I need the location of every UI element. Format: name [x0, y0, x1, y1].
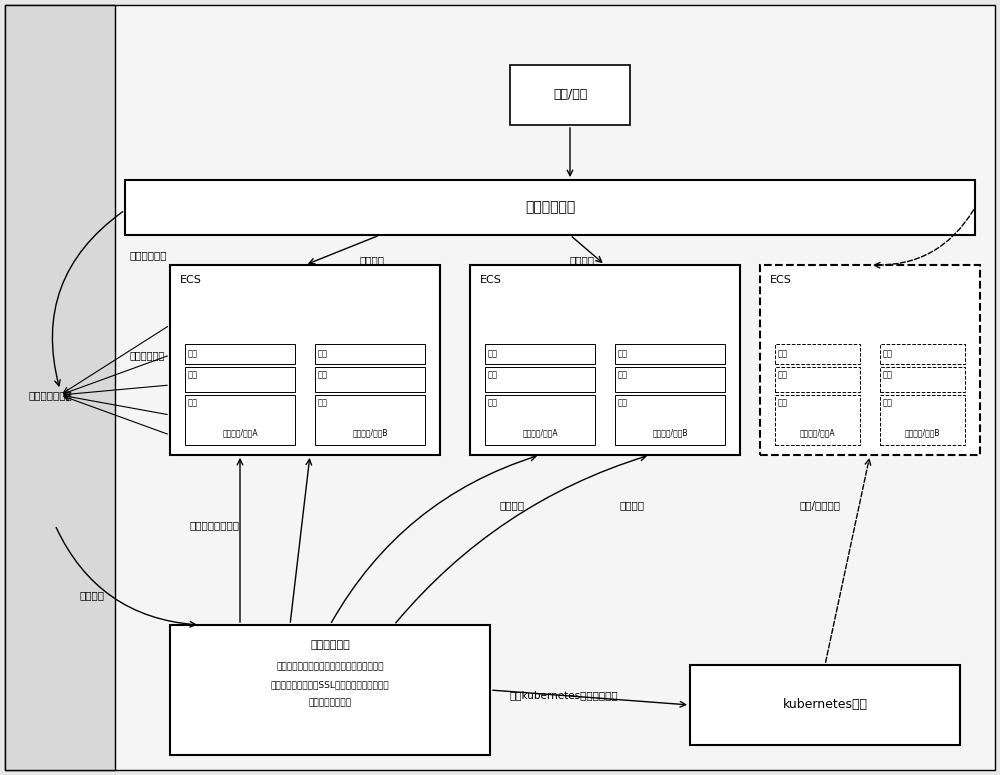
Text: 容器: 容器 — [883, 370, 893, 380]
Text: 收集访问日志: 收集访问日志 — [130, 250, 168, 260]
Bar — [485, 395, 595, 445]
Text: 容器: 容器 — [778, 350, 788, 359]
Text: 内部管理系统: 内部管理系统 — [310, 640, 350, 650]
Bar — [510, 65, 630, 125]
Bar — [760, 265, 980, 455]
Text: 程序程序/产品B: 程序程序/产品B — [652, 429, 688, 438]
Bar — [880, 395, 965, 445]
Text: 容器: 容器 — [618, 398, 628, 408]
Bar — [880, 344, 965, 364]
Bar — [315, 367, 425, 392]
Bar — [125, 180, 975, 235]
Text: 流量分发: 流量分发 — [570, 255, 595, 265]
Text: 可视化日志展示等: 可视化日志展示等 — [308, 698, 352, 708]
Bar — [615, 367, 725, 392]
Bar — [185, 344, 295, 364]
Bar — [185, 395, 295, 445]
Text: 容器: 容器 — [883, 398, 893, 408]
Text: 用户/流量: 用户/流量 — [553, 88, 587, 102]
Text: 程序程序/产品A: 程序程序/产品A — [222, 429, 258, 438]
Text: 容器: 容器 — [318, 370, 328, 380]
Text: 程序程序/产品B: 程序程序/产品B — [352, 429, 388, 438]
Text: 容器: 容器 — [488, 370, 498, 380]
Text: 容器: 容器 — [488, 350, 498, 359]
Text: ECS: ECS — [180, 275, 202, 285]
Text: 容器: 容器 — [188, 350, 198, 359]
Text: 容器: 容器 — [318, 398, 328, 408]
Bar — [315, 344, 425, 364]
Bar — [5, 5, 115, 770]
Bar — [880, 367, 965, 392]
Text: 通过kubernetes进行运维管理: 通过kubernetes进行运维管理 — [510, 690, 619, 700]
Text: 容器: 容器 — [318, 350, 328, 359]
Text: 容器: 容器 — [488, 398, 498, 408]
Text: 阿里云日志服务: 阿里云日志服务 — [28, 390, 72, 400]
Text: 自动化脚本创建租户实例、管理租户采购的基: 自动化脚本创建租户实例、管理租户采购的基 — [276, 663, 384, 671]
Text: 础设施和配置信息、SSL证书配置、域名绑定、: 础设施和配置信息、SSL证书配置、域名绑定、 — [271, 680, 389, 690]
Text: 容器: 容器 — [618, 350, 628, 359]
Bar — [775, 367, 860, 392]
Text: 分析日志: 分析日志 — [80, 590, 105, 600]
Bar — [615, 395, 725, 445]
Text: 容器: 容器 — [618, 370, 628, 380]
Bar — [485, 367, 595, 392]
Text: kubernetes系统: kubernetes系统 — [782, 698, 868, 711]
Text: 调度容器: 调度容器 — [620, 500, 645, 510]
Text: 容器: 容器 — [778, 398, 788, 408]
Bar — [615, 344, 725, 364]
Bar — [470, 265, 740, 455]
Bar — [170, 625, 490, 755]
Bar — [315, 395, 425, 445]
Text: ECS: ECS — [770, 275, 792, 285]
Text: 收集程序日志: 收集程序日志 — [130, 350, 165, 360]
Text: 扩容/缩容节点: 扩容/缩容节点 — [800, 500, 841, 510]
Bar — [170, 265, 440, 455]
Bar — [690, 665, 960, 745]
Text: 程序程序/产品A: 程序程序/产品A — [522, 429, 558, 438]
Text: 流量分发: 流量分发 — [360, 255, 385, 265]
Text: ECS: ECS — [480, 275, 502, 285]
Bar — [775, 395, 860, 445]
Text: 容器: 容器 — [188, 398, 198, 408]
Text: 程序程序/产品A: 程序程序/产品A — [800, 429, 835, 438]
Text: 容器: 容器 — [883, 350, 893, 359]
Text: 网关单一入口: 网关单一入口 — [525, 201, 575, 215]
Bar — [185, 367, 295, 392]
Text: 程序程序/产品B: 程序程序/产品B — [905, 429, 940, 438]
Bar — [775, 344, 860, 364]
Text: 调度容器: 调度容器 — [500, 500, 525, 510]
Bar — [485, 344, 595, 364]
Text: 容器: 容器 — [778, 370, 788, 380]
Text: 读取租户配置信息: 读取租户配置信息 — [190, 520, 240, 530]
Text: 容器: 容器 — [188, 370, 198, 380]
